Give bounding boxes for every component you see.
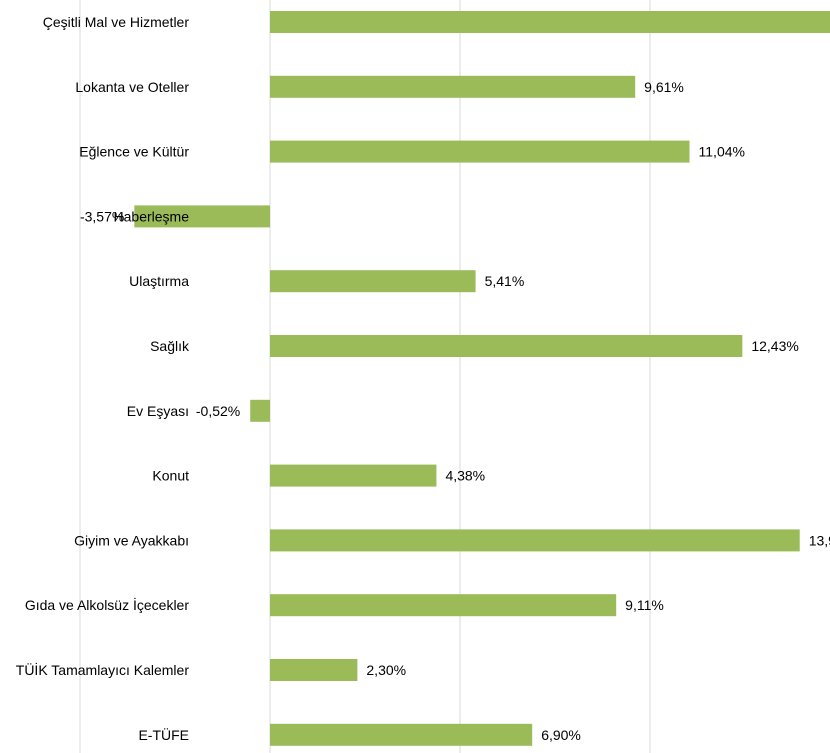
bar (270, 594, 617, 617)
value-labels: 14,77%9,61%11,04%-3,57%5,41%12,43%-0,52%… (80, 79, 830, 743)
category-label: Gıda ve Alkolsüz İçecekler (25, 596, 190, 613)
data-label: 11,04% (699, 144, 745, 160)
data-label: 2,30% (366, 662, 406, 678)
bar (134, 205, 270, 228)
category-label: Sağlık (150, 338, 190, 354)
data-label: -3,57% (80, 208, 124, 224)
data-label: 9,61% (644, 79, 684, 95)
category-labels: Çeşitli Mal ve Hizmetler Lokanta ve Otell… (16, 14, 190, 743)
bar (270, 75, 636, 98)
bar (250, 399, 270, 422)
bars (134, 11, 830, 746)
bar (270, 335, 743, 357)
data-label: 13,94% (809, 532, 830, 548)
data-label: 5,41% (485, 273, 525, 289)
category-label: Ulaştırma (129, 273, 189, 289)
gridlines (79, 0, 651, 753)
category-label: Giyim ve Ayakkabı (74, 532, 189, 548)
category-label: Eğlence ve Kültür (79, 144, 189, 160)
data-label: 4,38% (445, 468, 485, 484)
data-label: -0,52% (196, 403, 240, 419)
data-label: 6,90% (541, 727, 581, 743)
data-label: 12,43% (751, 338, 798, 354)
data-label: 9,11% (625, 597, 664, 613)
bar (270, 270, 476, 293)
bar (270, 659, 358, 681)
category-label: Ev Eşyası (127, 403, 189, 419)
bar (270, 723, 533, 746)
bar (270, 140, 690, 163)
category-label: Çeşitli Mal ve Hizmetler (43, 14, 190, 30)
category-label: Haberleşme (114, 208, 190, 224)
category-label: E-TÜFE (138, 726, 189, 743)
category-label: TÜİK Tamamlayıcı Kalemler (16, 661, 190, 678)
bar (270, 464, 437, 487)
bar (270, 529, 800, 552)
bar (270, 11, 830, 33)
category-label: Lokanta ve Oteller (75, 79, 189, 95)
category-label: Konut (152, 468, 189, 484)
